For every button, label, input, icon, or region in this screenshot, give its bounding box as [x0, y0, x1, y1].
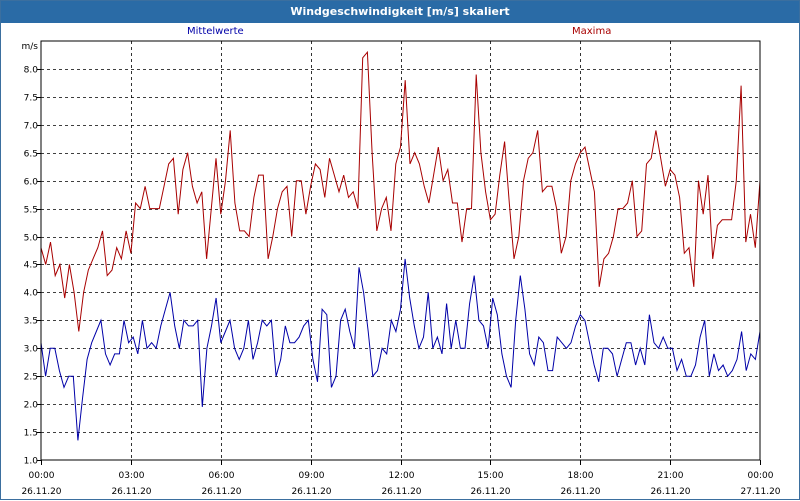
x-tick-time: 21:00 — [658, 471, 684, 481]
x-tick-time: 12:00 — [389, 471, 415, 481]
x-tick-date: 26.11.20 — [201, 487, 241, 497]
x-tick-date: 26.11.20 — [21, 487, 61, 497]
y-tick-label: 7.0 — [24, 122, 39, 132]
y-tick-label: 5.0 — [24, 234, 39, 244]
series-line-maxima — [40, 50, 761, 332]
x-tick-time: 00:00 — [748, 471, 774, 481]
y-tick-label: 1.0 — [24, 457, 39, 467]
y-tick-label: 1.5 — [24, 429, 38, 439]
x-tick-date: 26.11.20 — [381, 487, 421, 497]
plot-frame — [40, 40, 761, 461]
y-tick-label: 3.5 — [24, 317, 38, 327]
x-tick-date: 26.11.20 — [650, 487, 690, 497]
y-axis-label: m/s — [22, 42, 39, 52]
y-tick-label: 4.5 — [24, 261, 38, 271]
x-tick-date: 26.11.20 — [560, 487, 600, 497]
y-tick-label: 4.0 — [24, 289, 39, 299]
series-line-mittelwerte — [40, 258, 761, 441]
y-tick-label: 7.5 — [24, 94, 38, 104]
y-tick-label: 3.0 — [24, 345, 39, 355]
y-tick-label: 8.0 — [24, 66, 39, 76]
x-tick-date: 26.11.20 — [111, 487, 151, 497]
y-tick-label: 5.5 — [24, 206, 38, 216]
x-tick-time: 03:00 — [119, 471, 145, 481]
x-tick-time: 15:00 — [478, 471, 504, 481]
x-tick-time: 18:00 — [568, 471, 594, 481]
x-tick-date: 26.11.20 — [470, 487, 510, 497]
y-tick-label: 6.0 — [24, 178, 39, 188]
y-tick-label: 6.5 — [24, 150, 38, 160]
x-tick-time: 00:00 — [29, 471, 55, 481]
x-tick-date: 27.11.20 — [740, 487, 780, 497]
x-tick-time: 06:00 — [209, 471, 235, 481]
window-title: Windgeschwindigkeit [m/s] skaliert — [1, 1, 799, 23]
y-tick-label: 2.0 — [24, 401, 39, 411]
legend-maxima: Maxima — [572, 26, 612, 37]
y-tick-label: 2.5 — [24, 373, 38, 383]
legend-mittelwerte: Mittelwerte — [187, 26, 244, 37]
x-tick-time: 09:00 — [299, 471, 325, 481]
x-tick-date: 26.11.20 — [291, 487, 331, 497]
